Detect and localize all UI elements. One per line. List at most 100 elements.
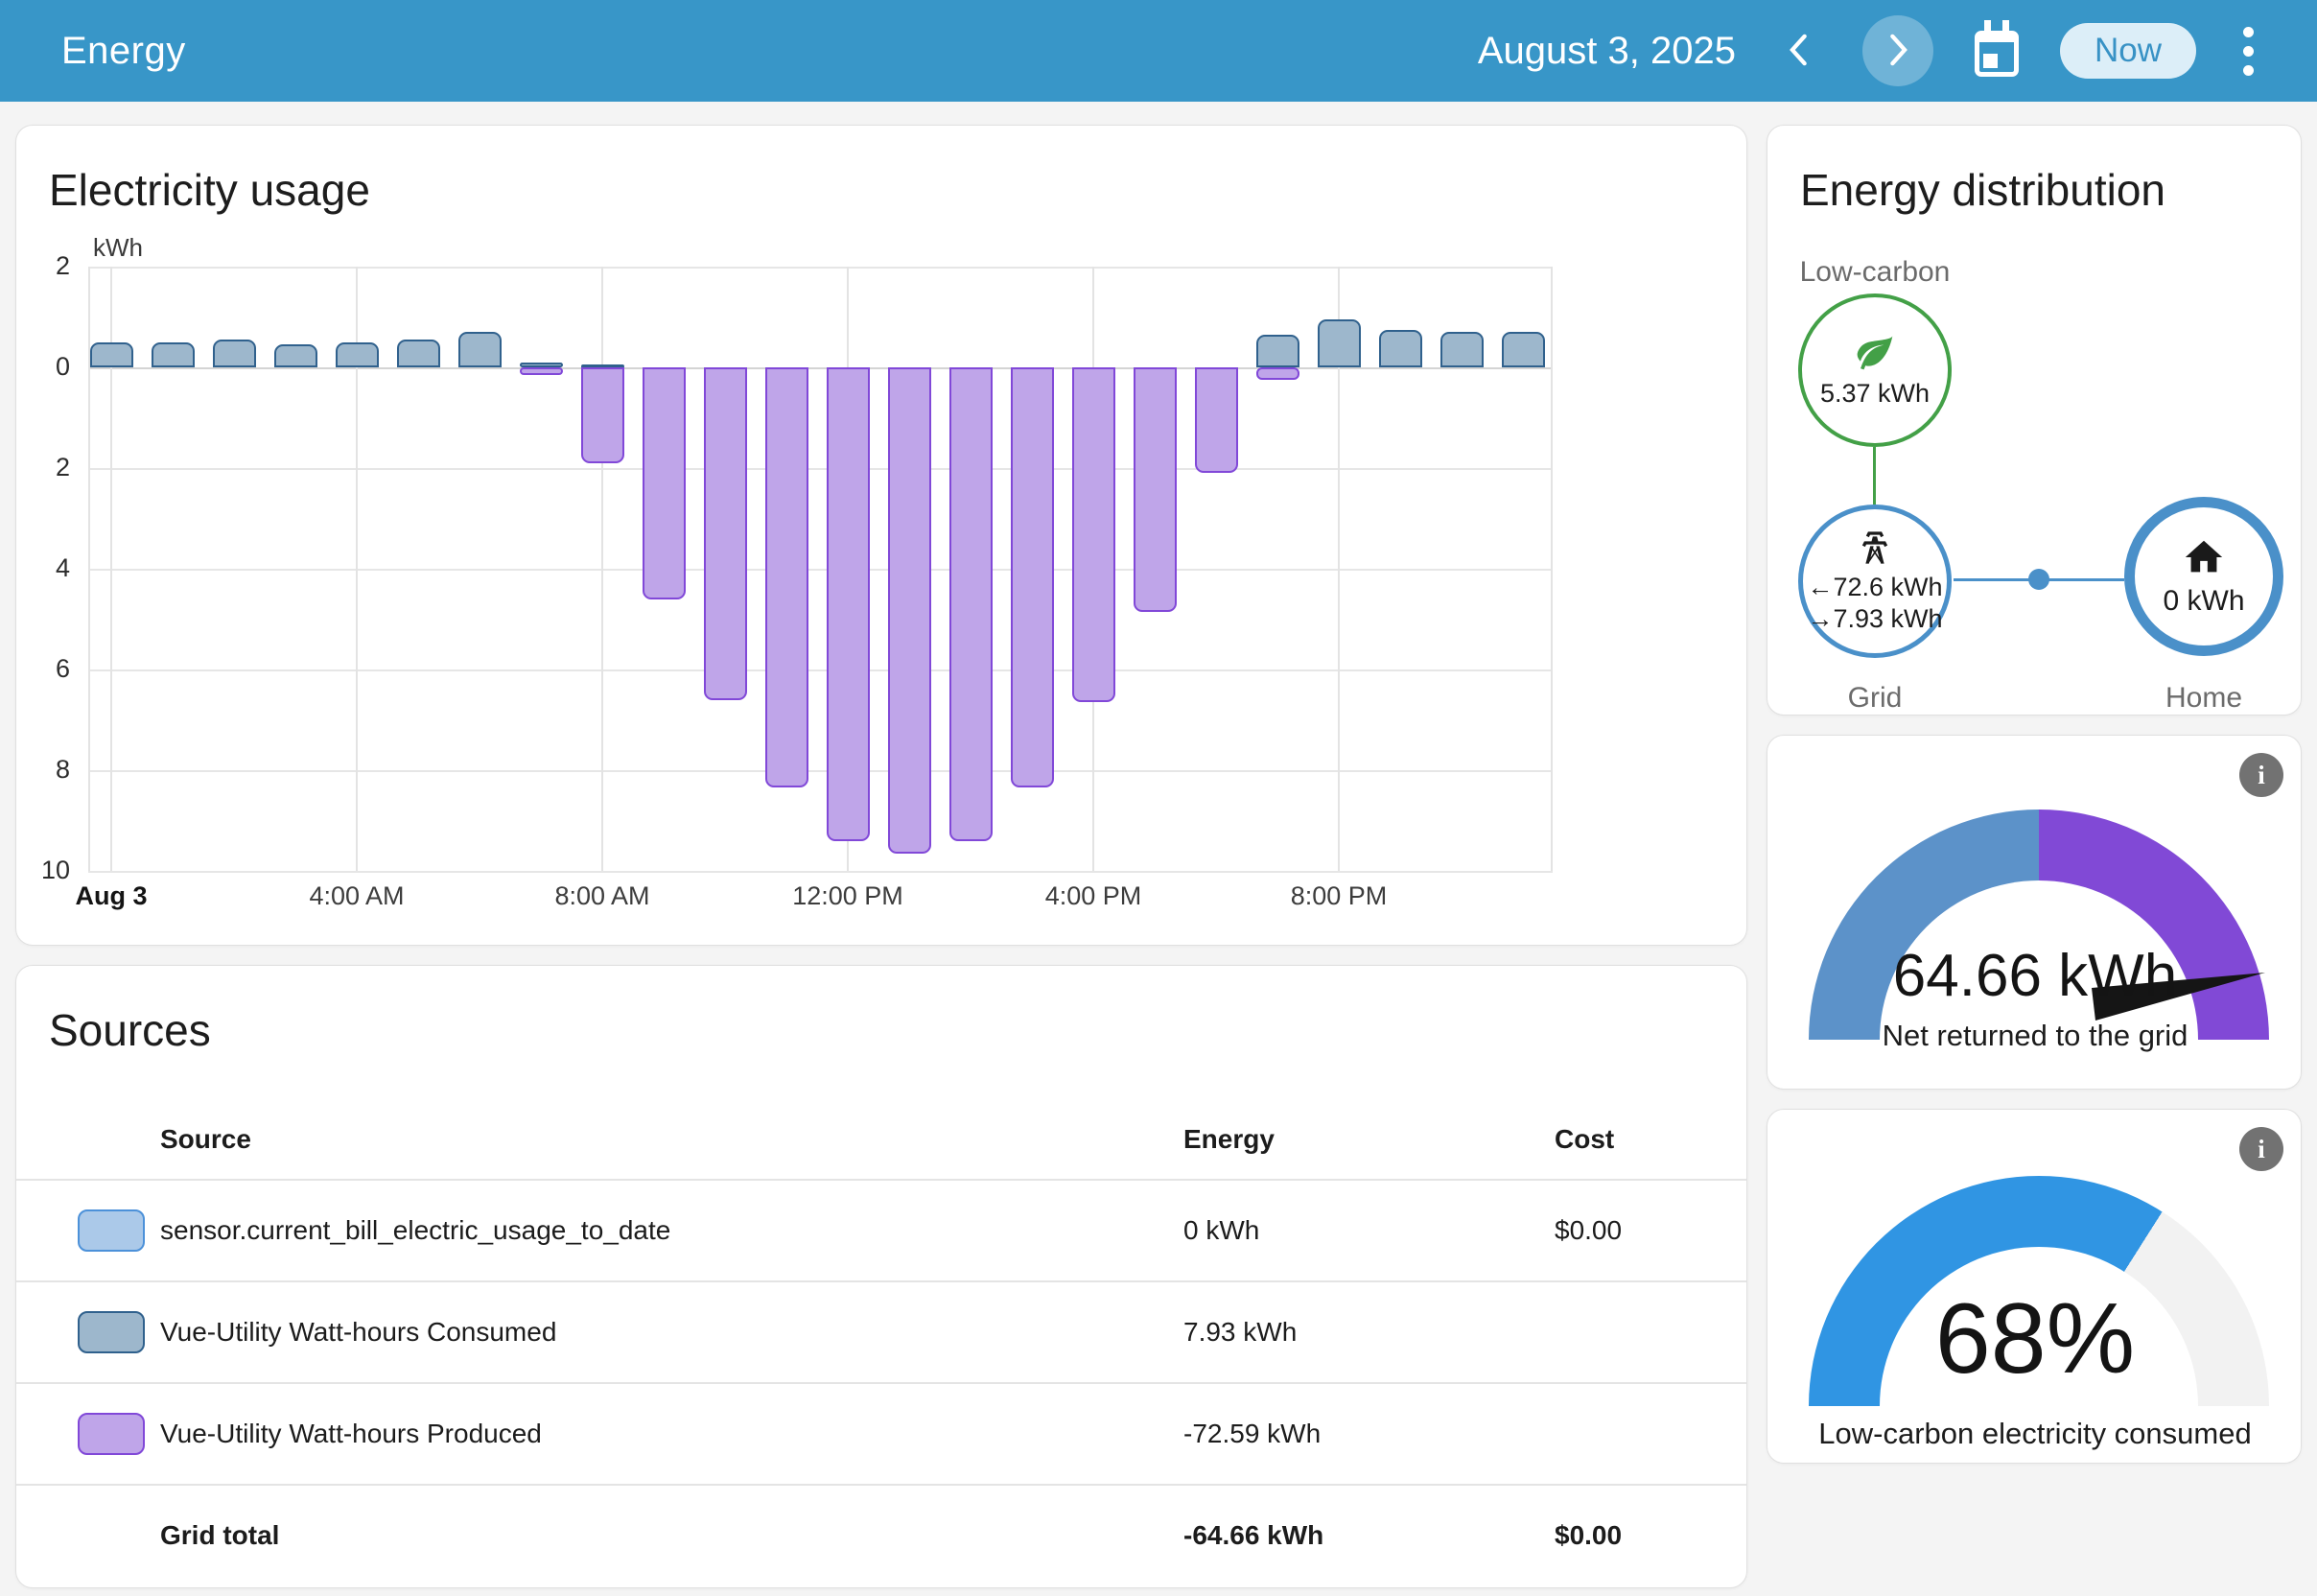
gridline-v	[356, 267, 358, 871]
x-tick-label: 12:00 PM	[792, 881, 903, 910]
consumption-bar	[519, 362, 563, 367]
info-icon: i	[2258, 1134, 2265, 1163]
source-name: Grid total	[160, 1520, 280, 1550]
plot-edge-line	[88, 267, 90, 871]
y-tick-label: 6	[55, 654, 70, 683]
production-bar	[519, 367, 563, 375]
source-name: Vue-Utility Watt-hours Produced	[160, 1419, 542, 1448]
gridline-h	[88, 367, 1553, 369]
transmission-tower-icon	[1856, 528, 1894, 572]
consumption-bar	[457, 332, 502, 367]
production-bar	[580, 367, 624, 463]
grid-total-row: Grid total -64.66 kWh $0.00	[16, 1484, 1746, 1585]
table-row: sensor.current_bill_electric_usage_to_da…	[16, 1179, 1746, 1280]
low-carbon-to-grid-line	[1873, 447, 1876, 505]
y-tick-label: 2	[55, 251, 70, 280]
table-row: Vue-Utility Watt-hours Produced -72.59 kW…	[16, 1382, 1746, 1484]
grid-label: Grid	[1847, 682, 1903, 714]
production-bar	[1133, 367, 1177, 612]
y-tick-label: 4	[55, 553, 70, 582]
current-date: August 3, 2025	[1477, 29, 1736, 72]
sources-table-header: Source Energy Cost	[16, 1100, 1746, 1179]
consumption-bar	[1317, 319, 1361, 367]
row-swatch-cell	[78, 1209, 160, 1252]
source-energy: 7.93 kWh	[1183, 1317, 1298, 1347]
header-controls: August 3, 2025 Now	[1478, 15, 2267, 86]
home-node[interactable]: 0 kWh	[2124, 497, 2283, 656]
column-cost: Cost	[1555, 1124, 1615, 1154]
gridline-h	[88, 770, 1553, 772]
production-swatch	[78, 1413, 145, 1455]
consumption-bar	[89, 341, 133, 367]
gauge-caption: Net returned to the grid	[1882, 1019, 2188, 1052]
low-carbon-gauge-card: 68% Low-carbon electricity consumed i	[1767, 1109, 2302, 1464]
production-bar	[826, 367, 870, 841]
source-energy: 0 kWh	[1183, 1215, 1260, 1245]
production-bar	[642, 367, 686, 599]
column-energy: Energy	[1183, 1124, 1275, 1154]
info-button[interactable]: i	[2239, 753, 2283, 797]
source-cost: $0.00	[1555, 1215, 1623, 1245]
usage-card-title: Electricity usage	[49, 165, 370, 215]
y-tick-label: 8	[55, 755, 70, 784]
gridline-v	[110, 267, 112, 871]
gridline-h	[88, 871, 1553, 873]
overflow-menu-button[interactable]	[2229, 20, 2267, 82]
row-swatch-cell	[78, 1413, 160, 1455]
source-name: Vue-Utility Watt-hours Consumed	[160, 1317, 557, 1347]
x-tick-label: 8:00 PM	[1290, 881, 1388, 910]
electricity-usage-card: Electricity usage kWh 2 0 2 4 6 8 10 Aug 3 4:00…	[15, 125, 1747, 946]
info-button[interactable]: i	[2239, 1127, 2283, 1171]
home-value: 0 kWh	[2163, 584, 2245, 617]
production-bar	[1255, 367, 1299, 381]
y-tick-label: 0	[55, 352, 70, 381]
consumption-bar	[335, 341, 379, 367]
gridline-h	[88, 468, 1553, 470]
grid-return-value: ←72.6 kWh	[1807, 573, 1943, 602]
gridline-v	[1338, 267, 1340, 871]
grid-consume-value: →7.93 kWh	[1807, 603, 1943, 633]
stat_blue-swatch	[78, 1209, 145, 1252]
consumption-bar	[273, 344, 317, 367]
low-carbon-label: Low-carbon	[1799, 256, 1951, 288]
y-axis-unit: kWh	[93, 233, 143, 262]
production-bar	[764, 367, 808, 788]
now-button[interactable]: Now	[2059, 23, 2196, 79]
sources-card: Sources Source Energy Cost sensor.curren…	[15, 965, 1747, 1588]
consumption-bar	[151, 341, 195, 367]
distribution-card-title: Energy distribution	[1800, 165, 2165, 215]
home-label: Home	[2165, 682, 2243, 714]
gridline-h	[88, 569, 1553, 571]
y-tick-label: 10	[40, 856, 70, 884]
source-name: sensor.current_bill_electric_usage_to_da…	[160, 1215, 671, 1245]
gauge-caption: Low-carbon electricity consumed	[1818, 1417, 2252, 1450]
leaf-icon	[1854, 331, 1896, 378]
gridline-v	[601, 267, 603, 871]
production-bar	[1071, 367, 1115, 703]
low-carbon-node[interactable]: 5.37 kWh	[1798, 293, 1952, 447]
grid-node[interactable]: ←72.6 kWh →7.93 kWh	[1798, 505, 1952, 658]
gauge-value: 68%	[1934, 1283, 2136, 1395]
sources-rows: sensor.current_bill_electric_usage_to_da…	[16, 1179, 1746, 1585]
kebab-menu-icon	[2242, 26, 2254, 76]
energy-flow-dot	[2028, 569, 2049, 590]
net-returned-gauge-card: 64.66 kWh Net returned to the grid i	[1767, 735, 2302, 1090]
x-tick-label: 8:00 AM	[554, 881, 650, 910]
source-energy: -64.66 kWh	[1183, 1520, 1324, 1550]
consumption-bar	[1255, 334, 1299, 367]
next-day-button[interactable]	[1861, 15, 1933, 86]
previous-day-button[interactable]	[1768, 20, 1830, 82]
plot-edge-line	[1551, 267, 1553, 871]
x-tick-label: 4:00 PM	[1044, 881, 1142, 910]
source-cost: $0.00	[1555, 1520, 1623, 1550]
y-axis-labels: 2 0 2 4 6 8 10	[16, 251, 76, 884]
x-tick-label: 4:00 AM	[309, 881, 405, 910]
calendar-icon	[1974, 20, 2019, 77]
gauge-value: 64.66 kWh	[1892, 943, 2178, 1009]
table-row: Vue-Utility Watt-hours Consumed 7.93 kWh	[16, 1280, 1746, 1382]
production-bar	[703, 367, 747, 700]
consumption-bar	[396, 340, 440, 367]
date-picker-button[interactable]	[1966, 20, 2027, 82]
y-tick-label: 2	[55, 453, 70, 481]
consumption-swatch	[78, 1311, 145, 1353]
